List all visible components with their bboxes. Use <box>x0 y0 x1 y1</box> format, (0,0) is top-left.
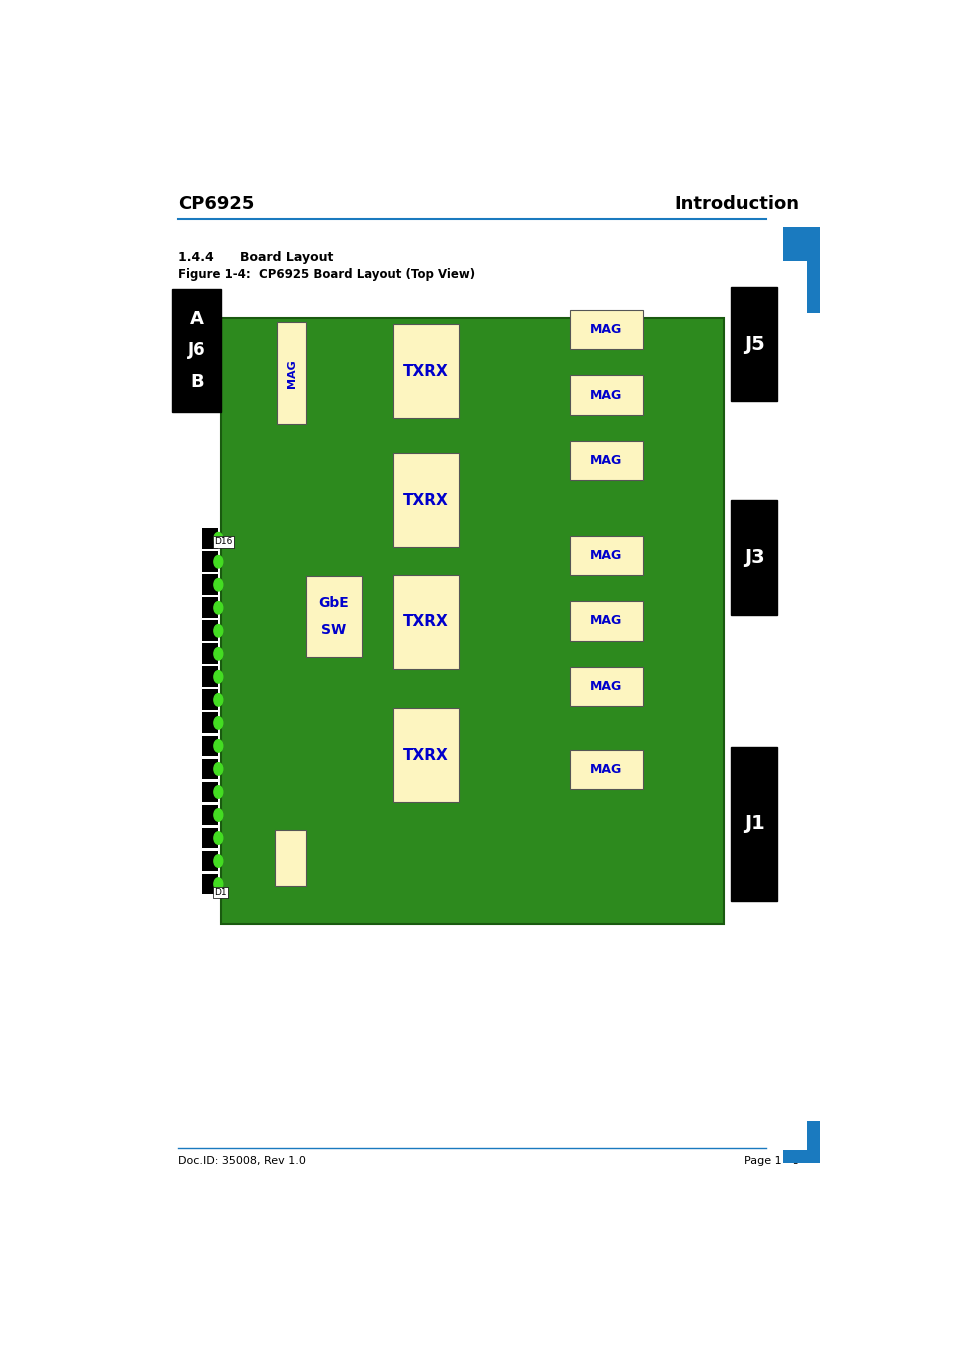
Bar <box>731 747 777 901</box>
Text: TXRX: TXRX <box>403 747 449 762</box>
Text: J3: J3 <box>743 549 764 567</box>
Text: J1: J1 <box>743 815 764 834</box>
Text: A: A <box>190 311 204 328</box>
Bar <box>731 286 777 401</box>
Text: J6: J6 <box>188 342 206 359</box>
Bar <box>570 376 642 415</box>
Bar <box>570 309 642 350</box>
Text: Doc.ID: 35008, Rev 1.0: Doc.ID: 35008, Rev 1.0 <box>178 1155 306 1166</box>
Bar <box>276 323 306 424</box>
Circle shape <box>213 555 222 567</box>
Circle shape <box>213 763 222 775</box>
Bar <box>202 597 218 619</box>
Text: J5: J5 <box>743 335 764 354</box>
Circle shape <box>213 786 222 798</box>
Text: TXRX: TXRX <box>403 615 449 630</box>
Bar <box>202 666 218 688</box>
Bar <box>570 440 642 481</box>
Bar <box>782 1151 806 1163</box>
Text: MAG: MAG <box>286 359 296 388</box>
Text: MAG: MAG <box>590 454 622 467</box>
Circle shape <box>213 601 222 613</box>
Bar <box>202 574 218 596</box>
Bar <box>202 805 218 825</box>
Text: CP6925: CP6925 <box>178 195 254 212</box>
Text: MAG: MAG <box>590 549 622 562</box>
Bar <box>202 828 218 848</box>
Bar <box>393 324 459 417</box>
Circle shape <box>213 670 222 684</box>
Bar <box>202 528 218 549</box>
Text: MAG: MAG <box>590 615 622 627</box>
Circle shape <box>213 647 222 661</box>
Bar <box>570 666 642 707</box>
Bar <box>570 535 642 576</box>
Circle shape <box>213 878 222 890</box>
Text: GbE: GbE <box>318 596 349 611</box>
Circle shape <box>213 716 222 730</box>
Text: Introduction: Introduction <box>674 195 799 212</box>
Circle shape <box>213 532 222 544</box>
Bar <box>806 261 820 313</box>
Bar <box>570 750 642 789</box>
Text: 1.4.4      Board Layout: 1.4.4 Board Layout <box>178 251 334 265</box>
Text: MAG: MAG <box>590 763 622 775</box>
Bar <box>570 601 642 640</box>
Text: SW: SW <box>321 623 346 638</box>
Circle shape <box>213 578 222 590</box>
Circle shape <box>213 855 222 867</box>
Bar <box>172 289 221 412</box>
Circle shape <box>213 624 222 638</box>
Text: Figure 1-4:  CP6925 Board Layout (Top View): Figure 1-4: CP6925 Board Layout (Top Vie… <box>178 267 475 281</box>
Text: MAG: MAG <box>590 680 622 693</box>
Bar <box>202 782 218 802</box>
Text: MAG: MAG <box>590 389 622 401</box>
Bar <box>782 227 820 261</box>
Text: D16: D16 <box>213 538 232 546</box>
Bar <box>731 500 777 615</box>
Bar <box>202 712 218 734</box>
Text: D1: D1 <box>213 888 226 897</box>
Bar <box>202 620 218 642</box>
Text: MAG: MAG <box>590 323 622 336</box>
Bar <box>393 454 459 547</box>
Bar <box>393 576 459 669</box>
Bar <box>393 708 459 802</box>
Bar <box>202 851 218 871</box>
Bar <box>202 874 218 894</box>
Bar <box>806 1121 820 1163</box>
Bar <box>202 551 218 571</box>
Circle shape <box>213 693 222 707</box>
Bar <box>221 319 723 924</box>
Bar <box>274 830 305 886</box>
Bar <box>202 689 218 711</box>
Circle shape <box>213 809 222 821</box>
Bar <box>202 758 218 780</box>
Bar <box>306 576 361 658</box>
Text: Page 1 - 9: Page 1 - 9 <box>743 1155 799 1166</box>
Text: TXRX: TXRX <box>403 363 449 378</box>
Circle shape <box>213 832 222 844</box>
Text: TXRX: TXRX <box>403 493 449 508</box>
Bar <box>202 735 218 757</box>
Bar <box>202 643 218 665</box>
Circle shape <box>213 740 222 753</box>
Text: B: B <box>190 373 204 390</box>
